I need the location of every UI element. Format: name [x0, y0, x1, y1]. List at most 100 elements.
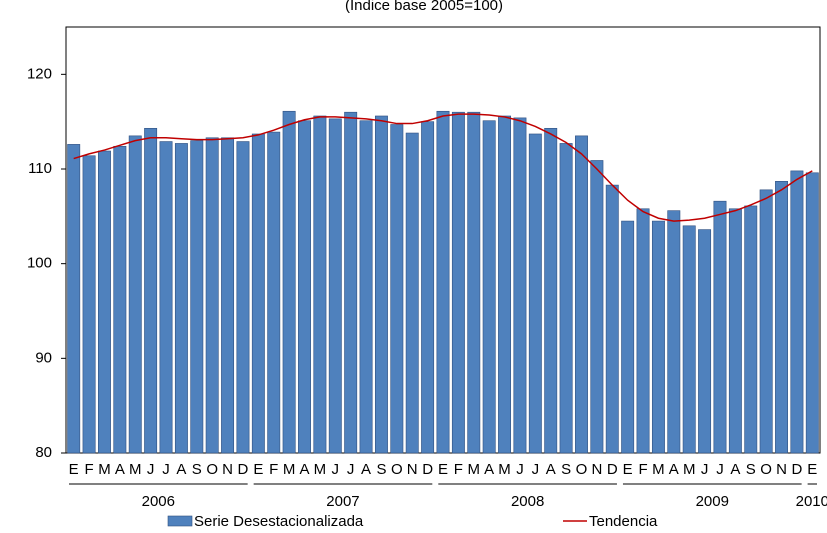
x-tick-label: M: [652, 461, 665, 478]
x-tick-label: D: [422, 461, 433, 478]
x-tick-label: E: [253, 461, 263, 478]
x-tick-label: A: [546, 461, 556, 478]
bar: [359, 120, 373, 454]
legend-label: Tendencia: [589, 513, 658, 530]
x-tick-label: O: [391, 461, 403, 478]
x-tick-label: J: [701, 461, 709, 478]
bar: [667, 210, 681, 454]
bar: [790, 170, 804, 454]
x-tick-label: F: [269, 461, 278, 478]
x-tick-label: A: [300, 461, 310, 478]
year-label: 2006: [142, 493, 175, 510]
x-tick-label: J: [332, 461, 340, 478]
bar: [575, 135, 588, 454]
x-tick-label: E: [623, 461, 633, 478]
bar: [267, 131, 281, 454]
x-tick-label: A: [176, 461, 186, 478]
x-tick-label: N: [591, 461, 602, 478]
bar: [190, 140, 204, 454]
x-tick-label: M: [283, 461, 296, 478]
x-tick-label: M: [498, 461, 511, 478]
legend-swatch: [167, 515, 193, 527]
bar: [344, 111, 358, 454]
bar: [67, 144, 81, 454]
bar: [113, 145, 127, 454]
bar: [498, 115, 512, 454]
bar: [236, 141, 250, 454]
bar: [174, 143, 188, 454]
x-tick-label: A: [669, 461, 679, 478]
bar: [651, 220, 665, 454]
bar: [744, 205, 758, 454]
bar: [713, 200, 727, 454]
y-tick-label: 90: [35, 349, 52, 366]
bar: [82, 155, 96, 454]
y-tick-label: 100: [27, 255, 52, 272]
x-tick-label: J: [716, 461, 724, 478]
chart-title: (Índice base 2005=100): [345, 0, 503, 14]
x-tick-label: F: [454, 461, 463, 478]
bar: [298, 120, 311, 454]
y-tick-label: 110: [28, 160, 52, 177]
bar: [805, 172, 819, 454]
x-tick-label: J: [532, 461, 540, 478]
bar: [759, 189, 773, 454]
x-tick-label: S: [561, 461, 571, 478]
bar: [682, 225, 696, 454]
y-tick-label: 80: [35, 444, 52, 461]
x-tick-label: M: [468, 461, 481, 478]
x-tick-label: O: [760, 461, 772, 478]
bar: [451, 111, 465, 454]
x-tick-label: J: [347, 461, 355, 478]
x-tick-label: S: [746, 461, 756, 478]
x-tick-label: J: [516, 461, 524, 478]
x-tick-label: S: [376, 461, 386, 478]
bar: [559, 143, 573, 454]
bar: [282, 110, 296, 454]
bar: [390, 124, 404, 454]
bar: [405, 132, 419, 454]
bar: [513, 117, 527, 454]
bar: [421, 121, 435, 454]
x-tick-label: D: [607, 461, 618, 478]
y-tick-label: 120: [27, 65, 52, 82]
bar: [698, 229, 712, 454]
x-tick-label: O: [576, 461, 588, 478]
bar: [436, 110, 450, 454]
bar: [205, 137, 219, 454]
year-label: 2007: [326, 493, 359, 510]
x-tick-label: N: [407, 461, 418, 478]
x-tick-label: A: [484, 461, 494, 478]
x-tick-label: F: [84, 461, 93, 478]
bar: [374, 115, 388, 454]
trend-line: [73, 113, 813, 222]
bar: [144, 127, 158, 454]
x-tick-label: J: [162, 461, 170, 478]
bar: [221, 137, 235, 454]
bar: [544, 127, 558, 454]
x-tick-label: M: [98, 461, 111, 478]
bar: [98, 150, 111, 454]
x-tick-label: D: [791, 461, 802, 478]
x-tick-label: N: [776, 461, 787, 478]
bar: [621, 220, 635, 454]
x-tick-label: A: [115, 461, 125, 478]
x-tick-label: S: [192, 461, 202, 478]
bar: [590, 160, 604, 454]
x-tick-label: E: [438, 461, 448, 478]
bar: [328, 118, 342, 454]
bar: [159, 141, 173, 454]
year-label: 2010: [796, 493, 827, 510]
bar: [728, 208, 742, 454]
year-label: 2009: [696, 493, 729, 510]
x-tick-label: A: [730, 461, 740, 478]
bar: [775, 181, 788, 454]
bar: [313, 115, 327, 454]
x-tick-label: A: [361, 461, 371, 478]
x-tick-label: M: [129, 461, 142, 478]
x-tick-label: E: [807, 461, 817, 478]
year-label: 2008: [511, 493, 544, 510]
x-tick-label: M: [314, 461, 327, 478]
bar: [528, 133, 542, 454]
